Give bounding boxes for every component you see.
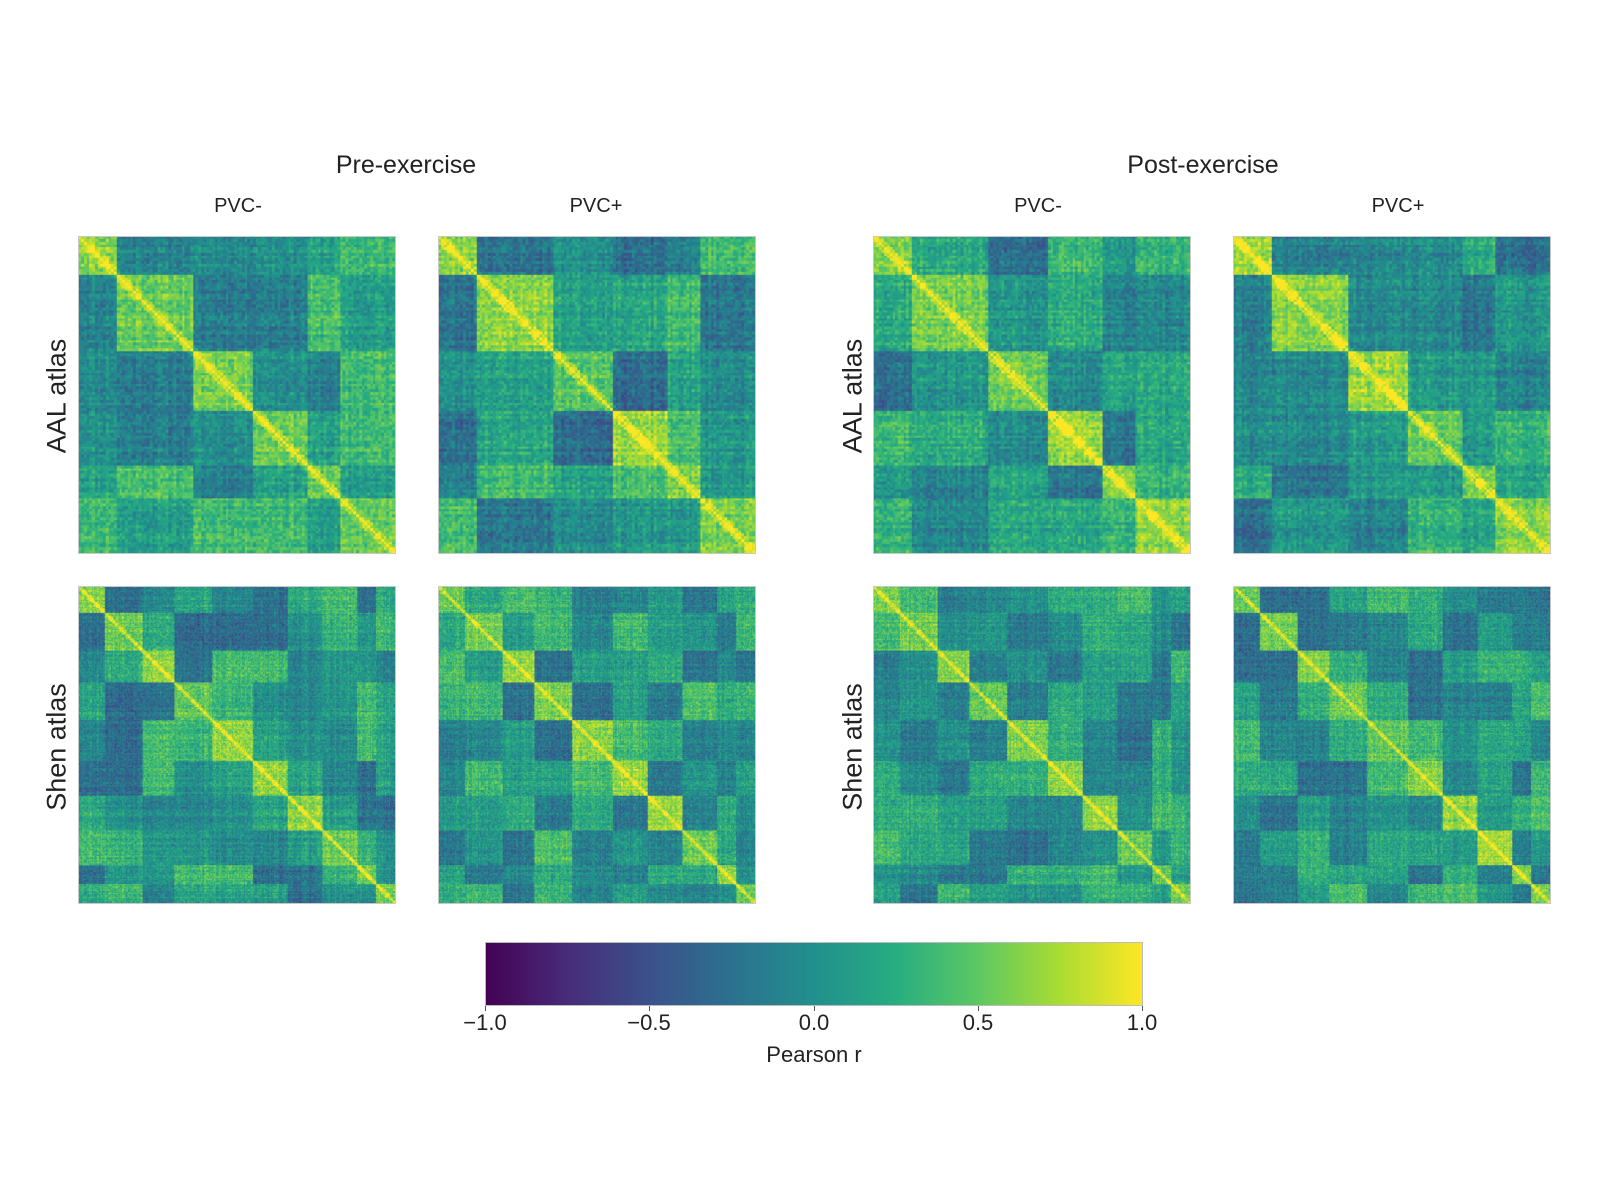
colorbar-tick-label: 1.0	[1126, 1010, 1158, 1035]
heatmap-post-pvc-plus-aal	[1233, 236, 1551, 554]
group-title-post-exercise: Post-exercise	[1127, 151, 1279, 179]
colorbar-tick-label: 0.0	[798, 1010, 830, 1035]
heatmap-post-pvc-plus-shen	[1233, 586, 1551, 904]
colorbar-tick-mark	[814, 1006, 815, 1011]
colorbar-tick-mark	[978, 1006, 979, 1011]
col-title-post-pvc-plus: PVC+	[1371, 195, 1425, 217]
col-title-post-pvc-minus: PVC-	[1014, 195, 1062, 217]
col-title-pre-pvc-plus: PVC+	[569, 195, 623, 217]
colorbar-label: Pearson r	[766, 1042, 862, 1067]
colorbar-tick-label: −0.5	[627, 1010, 671, 1035]
colorbar-tick-label: −1.0	[463, 1010, 507, 1035]
row-label-aal-left: AAL atlas	[41, 338, 72, 454]
col-title-pre-pvc-minus: PVC-	[214, 195, 262, 217]
colorbar-tick-mark	[1142, 1006, 1143, 1011]
colorbar-tick-mark	[485, 1006, 486, 1011]
row-label-aal-right: AAL atlas	[837, 338, 868, 454]
heatmap-pre-pvc-plus-shen	[438, 586, 756, 904]
colorbar-tick-label: 0.5	[962, 1010, 994, 1035]
heatmap-pre-pvc-minus-aal	[78, 236, 396, 554]
heatmap-post-pvc-minus-aal	[873, 236, 1191, 554]
colorbar	[485, 942, 1143, 1006]
group-title-pre-exercise: Pre-exercise	[335, 151, 477, 179]
heatmap-pre-pvc-minus-shen	[78, 586, 396, 904]
row-label-shen-left: Shen atlas	[41, 683, 72, 811]
heatmap-pre-pvc-plus-aal	[438, 236, 756, 554]
heatmap-post-pvc-minus-shen	[873, 586, 1191, 904]
colorbar-tick-mark	[649, 1006, 650, 1011]
row-label-shen-right: Shen atlas	[837, 683, 868, 811]
